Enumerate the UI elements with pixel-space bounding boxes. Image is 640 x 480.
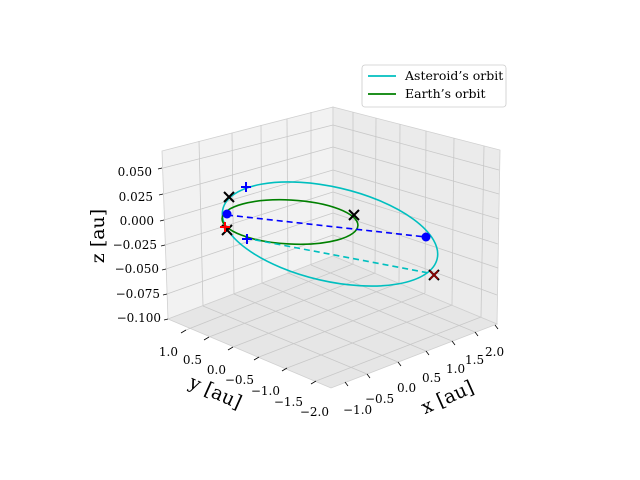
grid-lines — [162, 112, 500, 382]
cyan-dashed-line — [244, 237, 435, 275]
floor-pane — [166, 255, 499, 389]
y-tick-labels: 1.0 0.5 0.0 −0.5 −1.0 −1.5 −2.0 — [159, 345, 329, 419]
blue-dashed-line — [226, 214, 427, 238]
x-tick-label: 0.0 — [397, 381, 416, 395]
x-tick-labels: −1.0 −0.5 0.0 0.5 1.0 1.5 2.0 — [343, 345, 504, 417]
black-x-marker — [223, 191, 235, 203]
z-tick-label: −0.100 — [117, 311, 161, 325]
x-tick-label: −1.0 — [343, 403, 372, 417]
y-tick-label: −1.0 — [251, 384, 280, 398]
legend: Asteroid’s orbit Earth’s orbit — [361, 64, 507, 108]
darkred-x-marker — [429, 270, 439, 280]
black-x-marker — [348, 209, 360, 221]
blue-dot-marker — [222, 209, 232, 219]
z-tick-label: −0.025 — [113, 238, 157, 252]
blue-dot-marker — [421, 232, 431, 242]
blue-plus-marker — [241, 182, 251, 192]
y-tick-label: −2.0 — [300, 405, 329, 419]
earth-orbit-line — [221, 198, 359, 246]
y-tick-label: −0.5 — [225, 373, 254, 387]
z-tick-labels: 0.050 0.025 0.000 −0.025 −0.050 −0.075 −… — [113, 165, 161, 325]
blue-plus-marker — [242, 234, 252, 244]
axes-panes — [161, 106, 501, 389]
x-tick-label: 2.0 — [485, 345, 504, 359]
markers — [220, 182, 440, 281]
legend-label-earth: Earth’s orbit — [405, 86, 486, 101]
z-tick-label: 0.050 — [118, 165, 152, 179]
x-tick-label: −0.5 — [365, 392, 394, 406]
y-tick-label: 0.0 — [207, 363, 226, 377]
legend-label-asteroid: Asteroid’s orbit — [404, 68, 503, 83]
orbits — [221, 181, 439, 287]
legend-box — [361, 64, 507, 108]
red-plus-marker — [220, 222, 230, 232]
z-tick-label: 0.000 — [120, 214, 154, 228]
z-axis-label: z [au] — [87, 209, 109, 263]
asteroid-orbit-line — [221, 181, 439, 287]
y-tick-label: 0.5 — [183, 353, 202, 367]
axis-ticks — [157, 167, 499, 387]
x-tick-label: 1.0 — [446, 362, 465, 376]
x-tick-label: 1.5 — [465, 353, 484, 367]
y-tick-label: −1.5 — [274, 395, 303, 409]
x-tick-label: 0.5 — [422, 371, 441, 385]
z-tick-label: −0.050 — [115, 262, 159, 276]
z-tick-label: 0.025 — [119, 190, 153, 204]
y-tick-label: 1.0 — [159, 345, 178, 359]
z-tick-label: −0.075 — [116, 287, 160, 301]
